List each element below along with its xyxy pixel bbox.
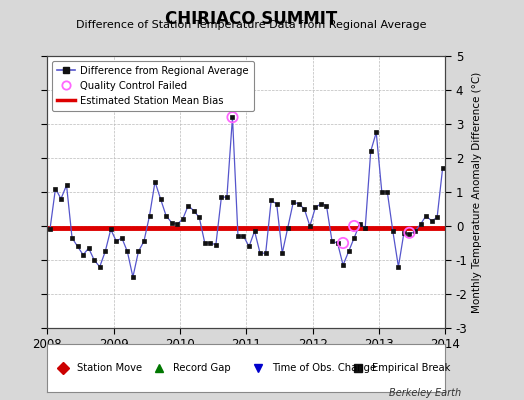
Point (405, 230, 413, 236)
Text: Berkeley Earth: Berkeley Earth (389, 388, 461, 398)
Text: CHIRIACO SUMMIT: CHIRIACO SUMMIT (166, 10, 337, 28)
Point (339, 240, 347, 246)
Text: Empirical Break: Empirical Break (372, 363, 450, 373)
Point (228, 114, 237, 120)
Text: Record Gap: Record Gap (172, 363, 230, 373)
Text: Difference of Station Temperature Data from Regional Average: Difference of Station Temperature Data f… (77, 20, 427, 30)
Point (350, 223, 358, 229)
Legend: Difference from Regional Average, Quality Control Failed, Estimated Station Mean: Difference from Regional Average, Qualit… (52, 61, 254, 111)
Y-axis label: Monthly Temperature Anomaly Difference (°C): Monthly Temperature Anomaly Difference (… (472, 71, 482, 313)
Text: Time of Obs. Change: Time of Obs. Change (272, 363, 376, 373)
Text: Station Move: Station Move (77, 363, 142, 373)
